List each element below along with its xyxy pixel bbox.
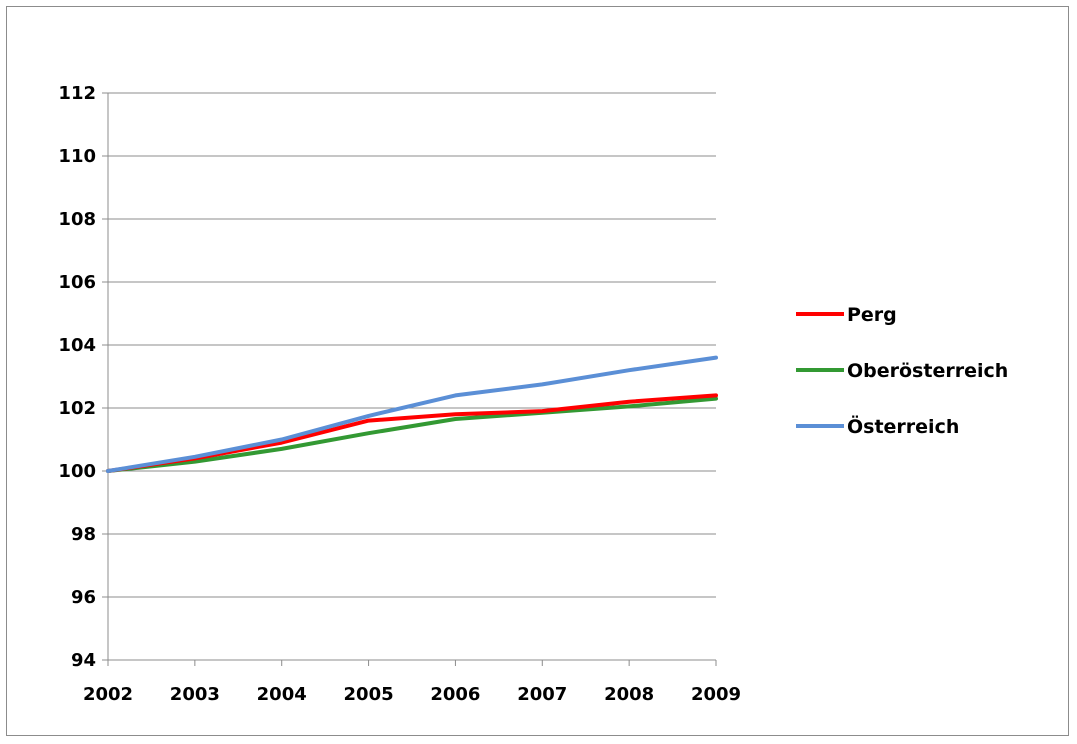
axes: [102, 92, 717, 666]
y-tick-label: 108: [58, 209, 96, 230]
x-tick-label: 2009: [691, 684, 741, 705]
y-tick-labels: 94 96 98 100 102 104 106 108 110 112: [58, 83, 96, 671]
x-tick-label: 2008: [604, 684, 654, 705]
chart-frame: [6, 6, 1069, 736]
x-tick-label: 2004: [257, 684, 307, 705]
x-tick-labels: 2002 2003 2004 2005 2006 2007 2008 2009: [83, 684, 741, 705]
x-tick-label: 2005: [344, 684, 394, 705]
y-tick-label: 94: [71, 650, 96, 671]
legend: Perg Oberösterreich Österreich: [796, 304, 1008, 438]
series-lines: [106, 355, 718, 473]
y-tick-label: 106: [58, 272, 96, 293]
legend-label: Perg: [847, 304, 897, 326]
series-line-1: [106, 396, 718, 473]
y-tick-label: 112: [58, 83, 96, 104]
x-tick-label: 2002: [83, 684, 133, 705]
y-tick-label: 110: [58, 146, 96, 167]
series-line-2: [106, 355, 718, 473]
x-tick-label: 2006: [430, 684, 480, 705]
gridlines: [108, 92, 716, 598]
y-tick-label: 102: [58, 398, 96, 419]
y-tick-label: 98: [71, 524, 96, 545]
x-tick-label: 2003: [170, 684, 220, 705]
legend-label: Österreich: [847, 414, 959, 438]
y-tick-label: 104: [58, 335, 96, 356]
legend-label: Oberösterreich: [847, 360, 1008, 382]
x-tick-label: 2007: [517, 684, 567, 705]
y-tick-label: 96: [71, 587, 96, 608]
y-tick-label: 100: [58, 461, 96, 482]
